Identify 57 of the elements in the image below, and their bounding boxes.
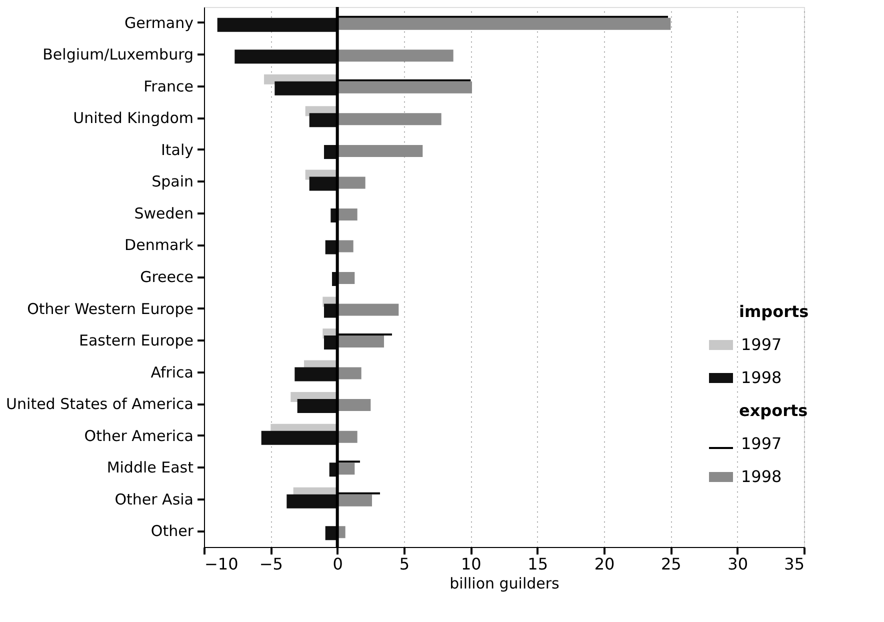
y-tick-label: France	[144, 77, 194, 96]
bar	[261, 430, 338, 445]
legend-label: 1997	[741, 335, 782, 354]
annotation: exports	[739, 401, 808, 420]
bar	[337, 144, 423, 157]
bar	[337, 176, 366, 189]
y-tick-label: Other Asia	[114, 490, 194, 508]
legend-label: 1997	[741, 434, 782, 453]
x-axis-title: billion guilders	[450, 574, 560, 592]
y-tick-label: United States of America	[6, 395, 194, 414]
x-tick-label: 10	[460, 554, 482, 574]
legend-label: 1998	[741, 368, 782, 387]
y-tick-label: Other	[150, 522, 194, 540]
annotation: imports	[739, 302, 809, 321]
bar	[297, 399, 338, 414]
bar	[337, 81, 472, 94]
y-tick-label: Eastern Europe	[78, 332, 194, 350]
bar	[286, 494, 338, 508]
bar	[234, 50, 338, 64]
y-tick-label: Africa	[150, 363, 194, 382]
bar	[217, 18, 338, 32]
y-tick-label: Belgium/Luxemburg	[42, 46, 194, 64]
x-tick-label: 5	[399, 554, 410, 574]
legend-label: 1998	[741, 467, 782, 486]
bar	[337, 18, 671, 30]
y-tick-label: Middle East	[106, 458, 194, 477]
x-tick-label: 15	[528, 554, 548, 574]
y-tick-label: Greece	[140, 268, 194, 286]
x-tick-label: −10	[204, 554, 238, 574]
bar	[337, 336, 384, 348]
bar	[337, 113, 442, 126]
y-tick-label: Other America	[84, 426, 194, 445]
y-tick-label: Denmark	[124, 236, 194, 254]
bar	[337, 208, 358, 220]
bar	[337, 240, 354, 252]
y-tick-label: Sweden	[134, 204, 194, 222]
bar	[309, 176, 338, 191]
x-tick-label: 0	[332, 554, 343, 574]
bar	[337, 367, 362, 380]
bar	[294, 367, 338, 382]
bar	[337, 50, 454, 62]
bar	[337, 494, 372, 506]
y-tick-label: Germany	[124, 14, 194, 32]
bar	[337, 304, 399, 316]
y-tick-label: Italy	[160, 140, 194, 159]
x-tick-label: −5	[259, 554, 283, 574]
y-tick-label: United Kingdom	[73, 109, 194, 128]
x-tick-label: 25	[660, 554, 682, 574]
y-tick-label: Spain	[152, 172, 194, 191]
y-tick-label: Other Western Europe	[27, 300, 194, 318]
bar	[337, 430, 358, 443]
x-tick-label: 30	[728, 554, 748, 574]
x-tick-label: 20	[594, 554, 615, 574]
bar	[337, 399, 371, 412]
bar	[309, 113, 338, 128]
bar	[274, 81, 338, 96]
x-tick-label: 35	[784, 554, 804, 574]
